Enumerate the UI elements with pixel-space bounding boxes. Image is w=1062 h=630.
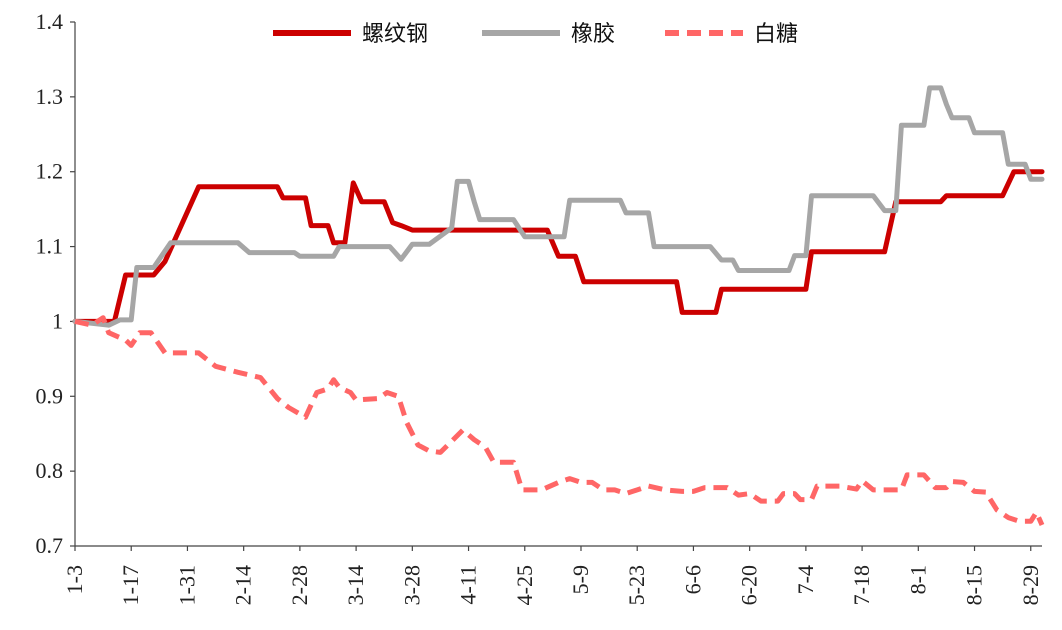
series-layer	[72, 85, 1045, 527]
legend-label-1: 螺纹钢	[362, 22, 428, 47]
y-tick-label: 1.3	[36, 84, 64, 109]
x-tick-label: 1-3	[62, 565, 87, 594]
y-tick-label: 1.2	[36, 159, 64, 184]
x-tick-label: 6-6	[680, 565, 705, 594]
y-tick-label: 1.1	[36, 234, 64, 259]
x-tick-label: 8-1	[905, 565, 930, 594]
x-tick-label: 5-9	[568, 565, 593, 594]
x-tick-label: 3-28	[399, 565, 424, 605]
x-tick-label: 4-25	[512, 565, 537, 605]
y-tick-label: 0.9	[36, 383, 64, 408]
legend-label-3: 白糖	[754, 22, 798, 47]
y-tick-label: 0.7	[36, 533, 64, 558]
x-tick-label: 3-14	[343, 565, 368, 605]
y-tick-label: 1.4	[36, 9, 64, 34]
series-line-2	[72, 85, 1045, 328]
legend-label-2: 橡胶	[571, 22, 615, 47]
x-tick-label: 4-11	[456, 565, 481, 605]
x-tick-label: 7-4	[793, 565, 818, 594]
x-tick-label: 8-29	[1018, 565, 1043, 605]
series-line-3	[74, 315, 1045, 527]
x-tick-label: 2-28	[287, 565, 312, 605]
y-tick-label: 1	[52, 308, 63, 333]
x-tick-label: 7-18	[849, 565, 874, 605]
x-tick-label: 1-31	[174, 565, 199, 605]
axes: 0.7 0.8 0.9 1 1.1 1.2 1.3 1.4 1-3 1-17 1-31 2-14 2-2…	[36, 9, 1043, 605]
legend: 螺纹钢 橡胶 白糖	[273, 22, 798, 47]
x-tick-label: 2-14	[231, 565, 256, 605]
x-tick-label: 8-15	[962, 565, 987, 605]
x-tick-label: 5-23	[624, 565, 649, 605]
y-tick-label: 0.8	[36, 458, 64, 483]
series-line-1	[72, 169, 1045, 324]
x-tick-label: 1-17	[118, 565, 143, 605]
x-tick-label: 6-20	[737, 565, 762, 605]
